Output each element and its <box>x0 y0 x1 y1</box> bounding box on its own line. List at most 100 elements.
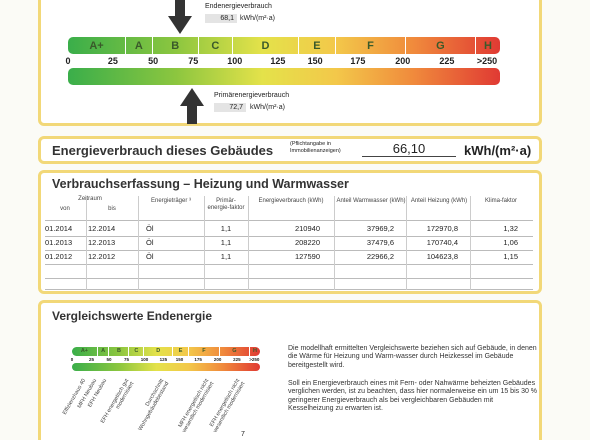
prim-unit: kWh/(m²·a) <box>250 104 285 111</box>
scale-number: 225 <box>233 356 241 362</box>
class-label: A <box>125 37 152 54</box>
scale-bar: A+ A B C D E F G H <box>68 37 500 54</box>
cell: 172970,8 <box>426 224 458 233</box>
rule <box>45 236 533 237</box>
table-title: Verbrauchserfassung – Heizung und Warmwa… <box>52 177 349 191</box>
class-label: D <box>232 37 298 54</box>
column-header: Primär-energie-faktor <box>207 198 245 211</box>
class-label: E <box>297 37 335 54</box>
cell: 12.2012 <box>88 252 116 261</box>
end-value: 68,1 <box>205 14 237 23</box>
column-header: Anteil Heizung (kWh) <box>410 198 468 204</box>
column-header: bis <box>108 206 116 212</box>
rule <box>45 264 533 265</box>
class-label: C <box>197 37 233 54</box>
rule <box>45 220 533 221</box>
class-label: E <box>172 347 188 356</box>
consumption-value: 66,10 <box>362 141 456 157</box>
column-header: Energieverbrauch (kWh) <box>258 198 324 204</box>
scale-number: 200 <box>395 56 411 66</box>
class-label: G <box>404 37 475 54</box>
class-label: B <box>108 347 128 356</box>
scale-number: 75 <box>188 56 199 66</box>
column-header: Energieträger ³ <box>150 198 192 204</box>
cell: 12.2013 <box>88 238 116 247</box>
rule <box>45 278 533 279</box>
consumption-title: Energieverbrauch dieses Gebäudes <box>52 143 274 158</box>
column-header: von <box>60 206 70 212</box>
column-header: Anteil Warmwasser (kWh) <box>336 198 406 204</box>
column-rule <box>334 196 335 290</box>
cell: Öl <box>146 252 154 261</box>
scale-number: 25 <box>89 356 95 362</box>
cell: Öl <box>146 238 154 247</box>
cell: 1,1 <box>220 252 232 261</box>
rule <box>45 250 533 251</box>
scale-number: 125 <box>159 356 168 362</box>
cell: 01.2012 <box>45 252 73 261</box>
scale-number: 125 <box>270 56 286 66</box>
column-rule <box>204 196 205 290</box>
paragraph: Soll ein Energieverbrauch eines mit Fern… <box>288 380 538 413</box>
prim-label: Primärenergieverbrauch <box>214 92 290 99</box>
scale-number: 50 <box>148 56 159 66</box>
arrow-down <box>168 0 192 34</box>
class-label: A+ <box>89 39 104 52</box>
period-header: Zeitraum <box>78 196 102 202</box>
end-label: Endenergieverbrauch <box>205 3 272 10</box>
cell: Öl <box>146 224 154 233</box>
cell: 208220 <box>294 238 320 247</box>
scale-number: 0 <box>70 356 74 362</box>
class-label: A <box>96 347 109 356</box>
class-label: D <box>143 347 172 356</box>
scale-number: >250 <box>249 356 260 362</box>
cell: 1,06 <box>503 238 518 247</box>
column-rule <box>248 196 249 290</box>
cell: 12.2014 <box>88 224 116 233</box>
column-header: Klima-faktor <box>484 198 517 204</box>
column-rule <box>86 196 87 290</box>
table-box <box>38 170 542 294</box>
class-label: B <box>151 37 198 54</box>
scale-number: >250 <box>476 56 498 66</box>
prim-value: 72,7 <box>214 103 246 112</box>
consumption-box <box>38 136 542 164</box>
rule <box>45 289 533 290</box>
cell: 22966,2 <box>366 252 394 261</box>
comparison-title: Vergleichswerte Endenergie <box>52 309 213 323</box>
scale-bar: A+ A B C D E F G H <box>72 347 260 356</box>
paragraph: Die modellhaft ermittelten Vergleichswer… <box>288 345 537 369</box>
column-rule <box>138 196 139 290</box>
class-label: A+ <box>80 348 88 355</box>
scale-number: 200 <box>213 356 222 362</box>
cell: 1,15 <box>503 252 518 261</box>
cell: 1,1 <box>220 238 232 247</box>
page-number: 7 <box>241 431 245 438</box>
scale-number: 75 <box>124 356 130 362</box>
class-label: G <box>218 347 249 356</box>
cell: 170740,4 <box>426 238 458 247</box>
class-label: H <box>474 37 500 54</box>
scale-bar <box>68 68 500 85</box>
scale-number: 100 <box>140 356 149 362</box>
scale-number: 50 <box>106 356 112 362</box>
class-label: C <box>128 347 143 356</box>
consumption-note: (Pflichtangabe in Immobilienanzeigen) <box>290 141 341 154</box>
scale-number: 175 <box>350 56 366 66</box>
column-rule <box>406 196 407 290</box>
cell: 1,32 <box>503 224 518 233</box>
class-label: F <box>188 347 218 356</box>
cell: 37479,6 <box>366 238 394 247</box>
scale-number: 225 <box>439 56 455 66</box>
scale-number: 150 <box>307 56 323 66</box>
scale-bar <box>72 362 260 371</box>
scale-number: 175 <box>194 356 202 362</box>
scale-number: 150 <box>175 356 184 362</box>
scale-number: 0 <box>65 56 71 66</box>
cell: 104623,8 <box>426 252 458 261</box>
scale-number: 100 <box>227 56 243 66</box>
consumption-unit: kWh/(m²·a) <box>464 143 532 158</box>
arrow-up <box>180 88 204 124</box>
cell: 37969,2 <box>366 224 394 233</box>
